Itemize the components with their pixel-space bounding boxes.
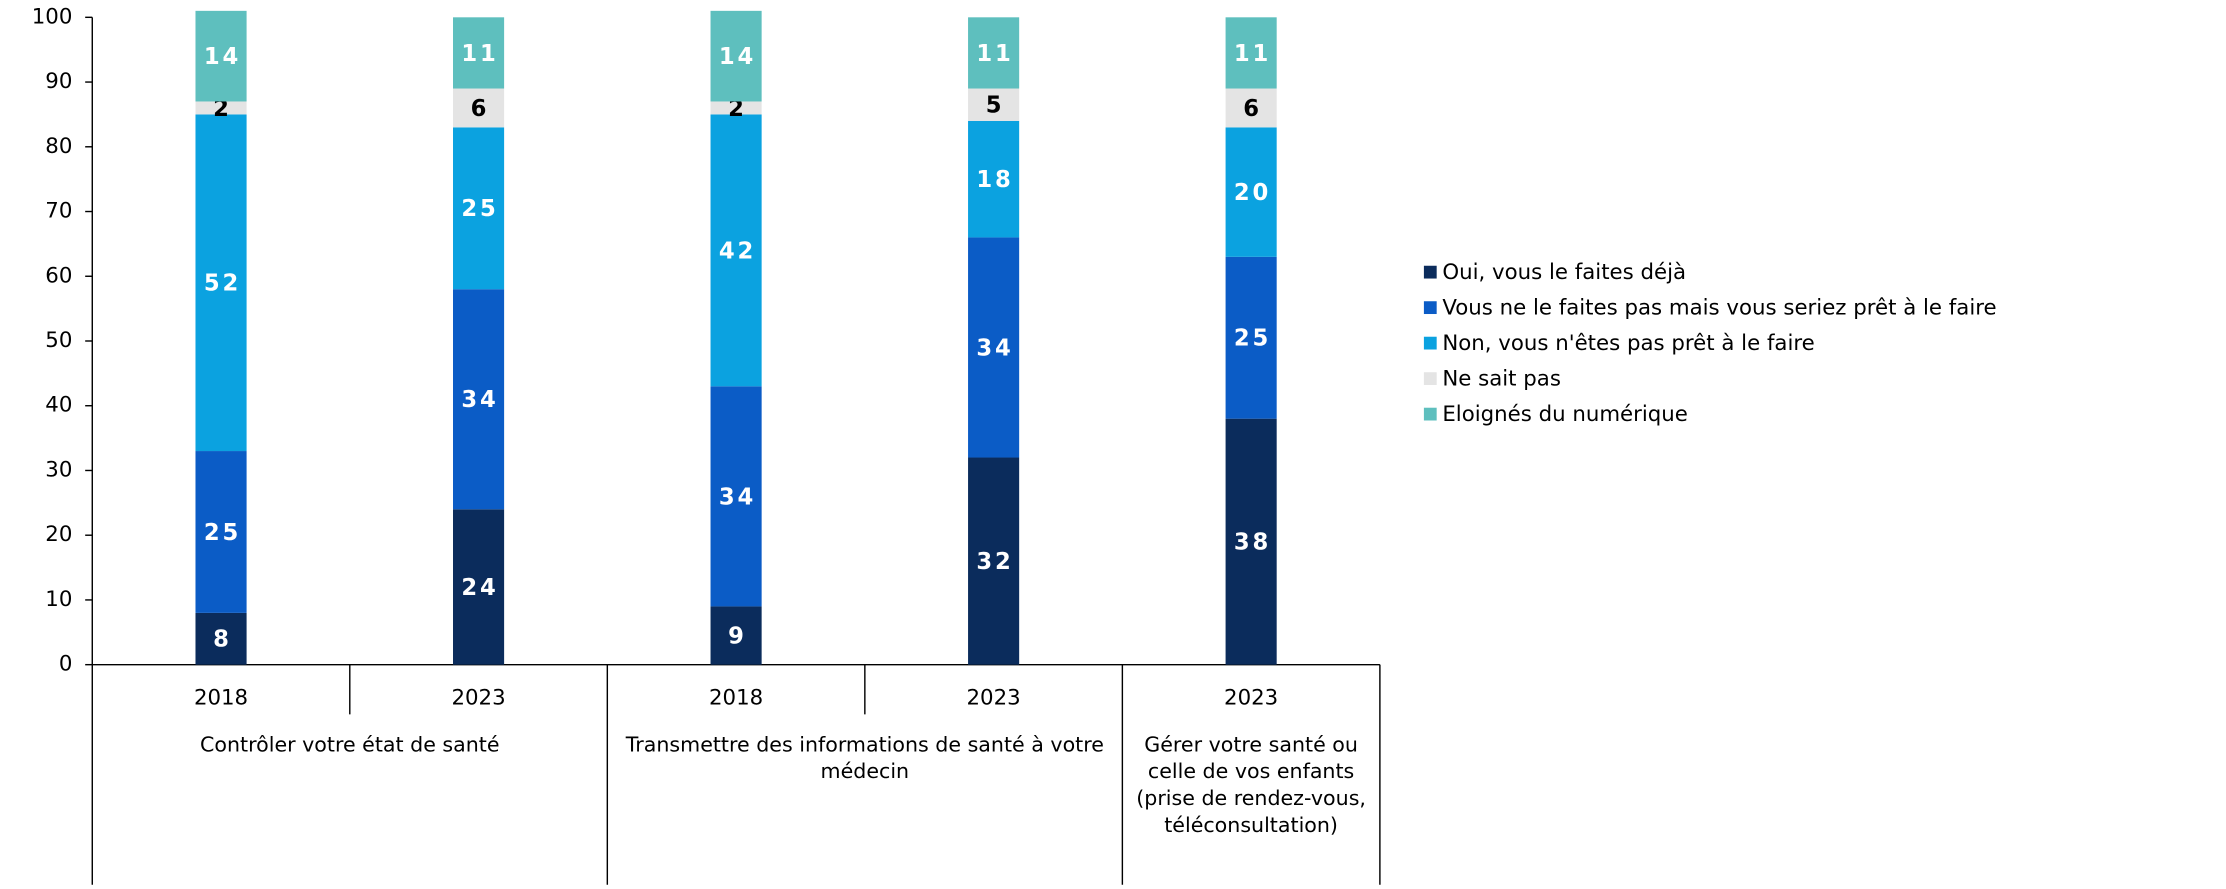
value-label: 2 bbox=[213, 96, 232, 122]
bar-segment bbox=[1225, 17, 1277, 89]
value-label: 25 bbox=[1234, 326, 1271, 352]
bar-segment bbox=[195, 612, 247, 665]
bar-segment bbox=[1225, 88, 1277, 128]
group-label-box: Contrôler votre état de santé bbox=[200, 734, 500, 757]
value-label: 34 bbox=[461, 387, 498, 413]
bar-segment bbox=[968, 457, 1020, 665]
value-label: 20 bbox=[1234, 180, 1271, 206]
x-tick-label: 2023 bbox=[1224, 686, 1278, 711]
group-label-box: Transmettre des informations de santé à … bbox=[625, 734, 1104, 784]
y-tick-label: 20 bbox=[45, 522, 72, 547]
bar-segment bbox=[453, 509, 505, 665]
bar-segment bbox=[710, 606, 762, 665]
bar-segment bbox=[1225, 256, 1277, 419]
bar-segment bbox=[1225, 418, 1277, 665]
legend-label: Vous ne le faites pas mais vous seriez p… bbox=[1442, 295, 1996, 320]
legend-swatch bbox=[1423, 301, 1437, 315]
y-tick-label: 70 bbox=[45, 199, 72, 224]
value-label: 42 bbox=[719, 238, 756, 264]
y-tick-label: 10 bbox=[45, 587, 72, 612]
bar-segment bbox=[453, 289, 505, 510]
group-label-box: Gérer votre santé ou celle de vos enfant… bbox=[1136, 734, 1366, 838]
group-label: Gérer votre santé ou celle de vos enfant… bbox=[1136, 734, 1366, 838]
legend-swatch bbox=[1423, 372, 1437, 386]
bar-segment bbox=[710, 114, 762, 387]
legend-swatch bbox=[1423, 336, 1437, 350]
bar-segment bbox=[968, 237, 1020, 458]
value-label: 11 bbox=[461, 41, 498, 67]
value-label: 6 bbox=[471, 96, 490, 122]
bar-segment bbox=[968, 17, 1020, 89]
bar-segment bbox=[453, 88, 505, 128]
bar-segment bbox=[195, 451, 247, 613]
legend-swatch bbox=[1423, 265, 1437, 279]
x-tick-label: 2023 bbox=[967, 686, 1021, 711]
value-label: 9 bbox=[728, 623, 747, 649]
value-label: 14 bbox=[719, 44, 756, 70]
value-label: 24 bbox=[461, 575, 498, 601]
y-tick-label: 0 bbox=[59, 652, 73, 677]
legend-label: Ne sait pas bbox=[1442, 366, 1561, 391]
y-tick-label: 100 bbox=[32, 4, 73, 29]
value-label: 25 bbox=[461, 196, 498, 222]
bar-segment bbox=[453, 127, 505, 290]
x-tick-label: 2018 bbox=[709, 686, 763, 711]
x-tick-label: 2018 bbox=[194, 686, 248, 711]
value-label: 34 bbox=[719, 484, 756, 510]
value-label: 25 bbox=[204, 520, 241, 546]
value-label: 38 bbox=[1234, 530, 1271, 556]
y-tick-label: 90 bbox=[45, 69, 72, 94]
y-tick-label: 60 bbox=[45, 263, 72, 288]
bar-segment bbox=[710, 10, 762, 102]
bar-segment bbox=[195, 10, 247, 102]
value-label: 32 bbox=[976, 549, 1013, 575]
value-label: 8 bbox=[213, 627, 232, 653]
bar-segment bbox=[710, 101, 762, 115]
y-tick-label: 40 bbox=[45, 393, 72, 418]
value-label: 18 bbox=[976, 167, 1013, 193]
value-label: 6 bbox=[1243, 96, 1262, 122]
bar-segment bbox=[710, 386, 762, 607]
legend-label: Non, vous n'êtes pas prêt à le faire bbox=[1442, 331, 1814, 356]
y-tick-label: 50 bbox=[45, 328, 72, 353]
group-label: Contrôler votre état de santé bbox=[200, 734, 500, 757]
bar-segment bbox=[195, 114, 247, 452]
value-label: 52 bbox=[204, 271, 241, 297]
x-tick-label: 2023 bbox=[451, 686, 505, 711]
value-label: 11 bbox=[976, 41, 1013, 67]
legend-label: Eloignés du numérique bbox=[1442, 402, 1688, 427]
group-label: Transmettre des informations de santé à … bbox=[625, 734, 1104, 784]
value-label: 14 bbox=[204, 44, 241, 70]
value-label: 2 bbox=[728, 96, 747, 122]
y-tick-label: 30 bbox=[45, 457, 72, 482]
bar-segment bbox=[968, 88, 1020, 121]
value-label: 11 bbox=[1234, 41, 1271, 67]
value-label: 34 bbox=[976, 335, 1013, 361]
legend-swatch bbox=[1423, 407, 1437, 421]
y-tick-label: 80 bbox=[45, 134, 72, 159]
bar-segment bbox=[968, 120, 1020, 238]
value-label: 5 bbox=[986, 93, 1005, 119]
bar-segment bbox=[195, 101, 247, 115]
bar-segment bbox=[453, 17, 505, 89]
legend-label: Oui, vous le faites déjà bbox=[1442, 260, 1686, 285]
bar-segment bbox=[1225, 127, 1277, 257]
